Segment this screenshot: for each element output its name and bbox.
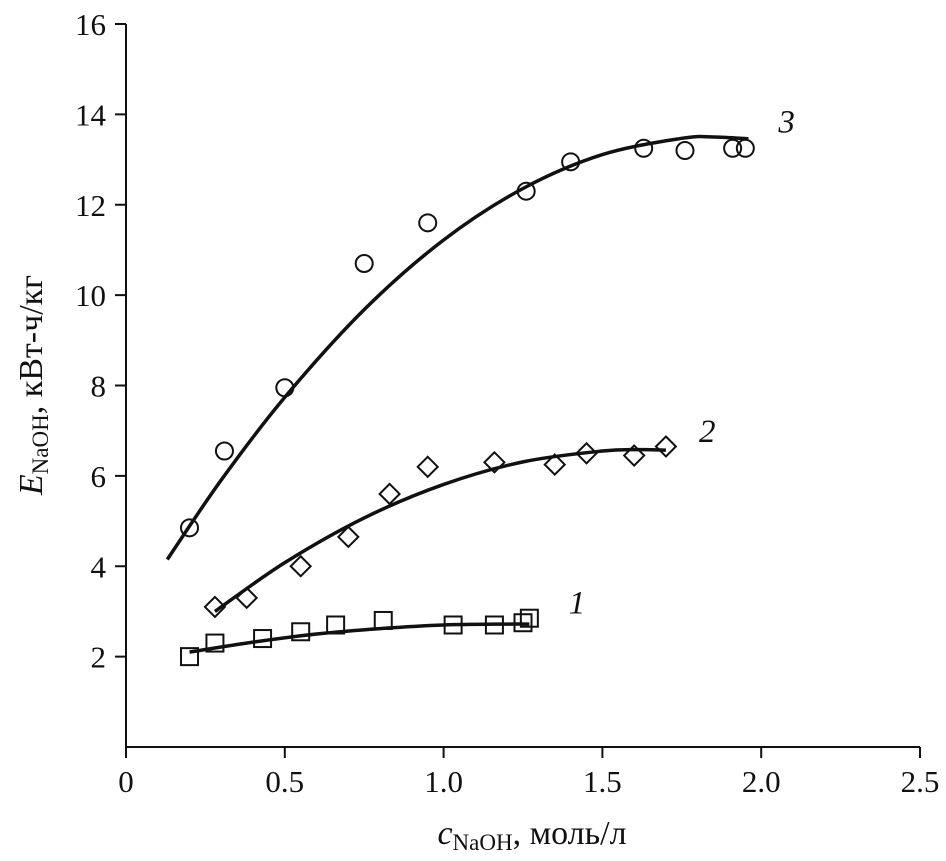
series-label-2: 2 xyxy=(699,414,716,450)
x-axis-label: cNaOH, моль/л xyxy=(437,815,626,855)
square-point-series-1 xyxy=(291,622,311,642)
circle-point-series-3 xyxy=(561,152,581,172)
diamond-point-series-2 xyxy=(235,586,259,610)
series-label-1: 1 xyxy=(569,586,586,622)
circle-point-series-3 xyxy=(214,441,234,461)
x-tick-label: 2.5 xyxy=(901,764,940,799)
series-label-3: 3 xyxy=(777,104,795,140)
x-tick-label: 0 xyxy=(118,764,134,799)
square-point-series-1 xyxy=(180,647,200,667)
diamond-point-series-2 xyxy=(203,595,227,619)
square-point-series-1 xyxy=(519,608,539,628)
circle-point-series-3 xyxy=(516,181,536,201)
diamond-point-series-2 xyxy=(483,450,506,474)
data-points xyxy=(180,138,755,667)
x-tick-label: 2.0 xyxy=(742,764,781,799)
diamond-point-series-2 xyxy=(289,554,313,578)
circle-point-series-3 xyxy=(180,518,200,538)
circle-point-series-3 xyxy=(735,138,755,158)
circle-point-series-3 xyxy=(418,213,438,233)
square-point-series-1 xyxy=(205,633,225,653)
circle-point-series-3 xyxy=(634,138,654,158)
diamond-point-series-2 xyxy=(378,482,402,506)
y-tick-label: 6 xyxy=(91,459,107,494)
fit-curve-series-3 xyxy=(165,134,749,561)
diamond-point-series-2 xyxy=(622,444,646,467)
fit-curve-series-2 xyxy=(213,447,666,613)
y-axis-label: ENaOH, кВт-ч/кг xyxy=(13,275,53,496)
diamond-point-series-2 xyxy=(543,453,567,476)
square-point-series-1 xyxy=(253,629,273,649)
diamond-point-series-2 xyxy=(336,525,360,549)
circle-point-series-3 xyxy=(723,138,743,158)
y-tick-label: 14 xyxy=(75,97,107,132)
y-tick-label: 8 xyxy=(91,369,107,404)
diamond-point-series-2 xyxy=(575,441,598,465)
circle-point-series-3 xyxy=(354,253,374,273)
x-tick-label: 1.5 xyxy=(583,764,622,799)
series-labels: 1 2 3 xyxy=(569,104,795,621)
square-point-series-1 xyxy=(443,615,463,635)
square-point-series-1 xyxy=(326,615,346,635)
square-point-series-1 xyxy=(373,610,393,630)
y-tick-label: 4 xyxy=(91,549,107,584)
circle-point-series-3 xyxy=(675,141,695,161)
fit-curves xyxy=(165,134,749,654)
circle-point-series-3 xyxy=(275,378,295,398)
y-tick-label: 2 xyxy=(91,640,107,675)
square-point-series-1 xyxy=(484,615,504,635)
y-tick-label: 12 xyxy=(75,188,106,223)
x-tick-label: 0.5 xyxy=(265,764,304,799)
fit-curve-series-1 xyxy=(189,622,530,654)
diamond-point-series-2 xyxy=(654,435,678,458)
y-tick-label: 10 xyxy=(75,278,106,313)
x-tick-label: 1.0 xyxy=(424,764,463,799)
y-tick-label: 16 xyxy=(75,7,106,42)
square-point-series-1 xyxy=(513,613,533,633)
diamond-point-series-2 xyxy=(416,455,440,479)
